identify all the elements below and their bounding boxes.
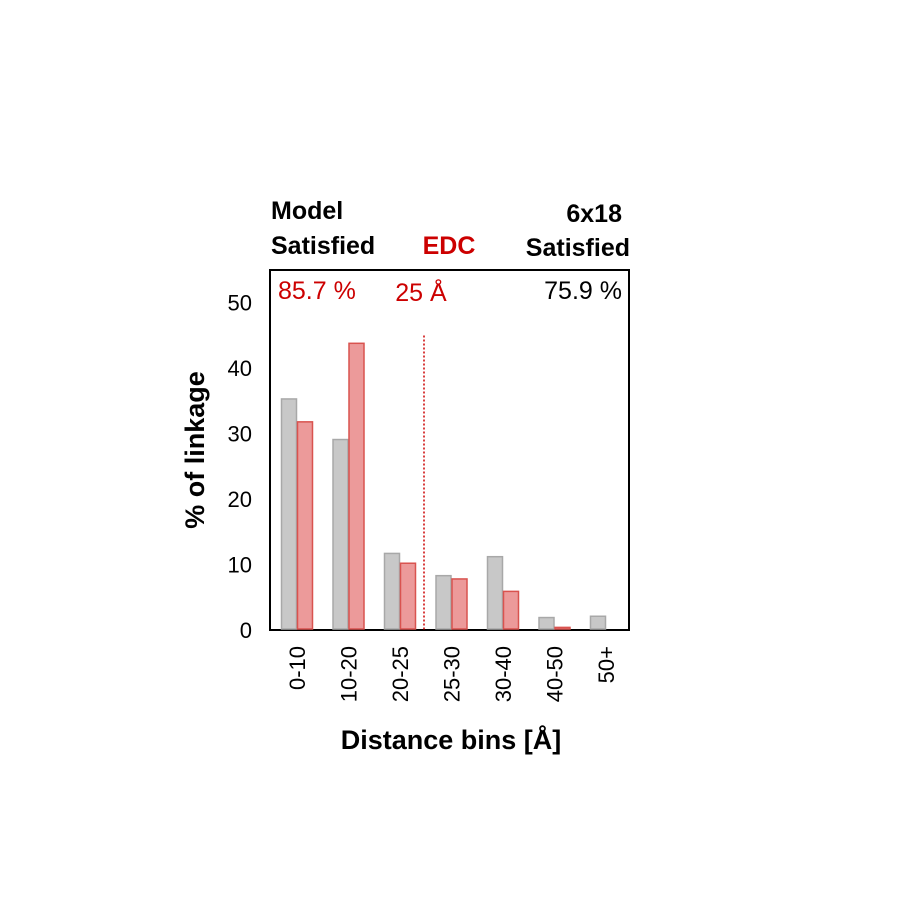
bar-series-2-30-40 <box>502 590 520 630</box>
y-axis-title: % of linkage <box>180 371 210 529</box>
header-model-line2: Satisfied <box>271 232 375 260</box>
x-ticks-group: 0-10 10-20 20-25 25-30 30-40 40-50 50+ <box>285 646 619 702</box>
x-tick-label: 50+ <box>594 646 619 683</box>
y-tick-label: 50 <box>228 291 252 316</box>
bar-series-1-30-40 <box>486 555 504 630</box>
bar-series-1-50+ <box>589 615 607 630</box>
bar-series-2-40-50 <box>554 626 571 630</box>
threshold-label: 25 Å <box>395 277 447 307</box>
y-tick-label: 0 <box>240 618 252 643</box>
bar-series-2-0-10 <box>296 421 314 630</box>
y-tick-label: 30 <box>228 422 252 447</box>
x-tick-label: 20-25 <box>388 646 413 702</box>
bar-series-1-25-30 <box>435 574 452 630</box>
bar-series-1-10-20 <box>332 438 349 630</box>
bar-series-1-40-50 <box>538 616 555 630</box>
x-tick-label: 30-40 <box>491 646 516 702</box>
y-tick-label: 10 <box>228 553 252 578</box>
y-tick-label: 40 <box>228 356 252 381</box>
header-6x18-line1: 6x18 <box>566 200 622 228</box>
x-tick-label: 40-50 <box>543 646 568 702</box>
bar-series-2-20-25 <box>399 562 417 630</box>
model-satisfied-percent: 85.7 % <box>278 277 356 305</box>
6x18-satisfied-percent: 75.9 % <box>544 277 622 305</box>
bar-series-1-20-25 <box>383 552 401 630</box>
bar-series-2-25-30 <box>451 578 468 630</box>
y-ticks-group: 0 10 20 30 40 50 <box>228 291 252 643</box>
bar-series-1-0-10 <box>280 398 298 630</box>
y-tick-label: 20 <box>228 487 252 512</box>
x-tick-label: 25-30 <box>440 646 465 702</box>
plot-frame <box>269 269 630 631</box>
x-tick-label: 10-20 <box>337 646 362 702</box>
header-model-line1: Model <box>271 197 343 225</box>
x-tick-label: 0-10 <box>285 646 310 690</box>
header-6x18-line2: Satisfied <box>526 234 630 262</box>
header-edc: EDC <box>423 232 476 260</box>
bar-series-2-10-20 <box>348 342 365 630</box>
bars-group <box>280 342 607 630</box>
x-axis-title: Distance bins [Å] <box>341 724 562 755</box>
